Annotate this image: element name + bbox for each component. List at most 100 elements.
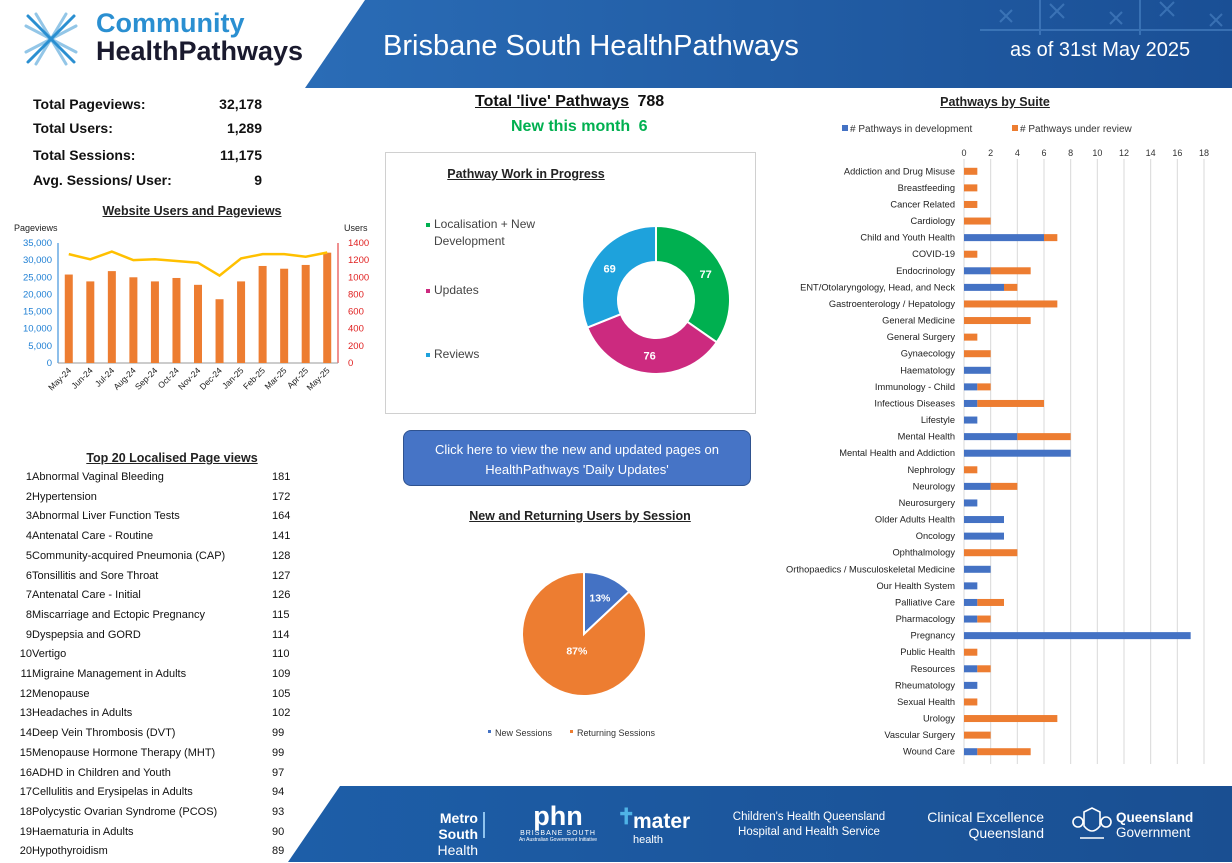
month-tick-label: Mar-25 xyxy=(262,365,288,391)
top20-page-name: Headaches in Adults xyxy=(32,707,133,720)
review-bar xyxy=(964,731,991,739)
left-tick-label: 30,000 xyxy=(23,255,52,266)
phn-brisbane-south-text: BRISBANE SOUTH xyxy=(520,830,596,837)
phn-text: phn xyxy=(533,801,583,831)
phn-brisbane-south-logo: phn BRISBANE SOUTH An Australian Governm… xyxy=(518,802,598,843)
x-tick-label: 2 xyxy=(988,148,993,158)
category-label: Resources xyxy=(911,664,956,674)
development-bar xyxy=(964,482,991,490)
month-tick-label: Sep-24 xyxy=(133,365,160,392)
left-tick-label: 15,000 xyxy=(23,307,52,318)
category-label: Ophthalmology xyxy=(892,548,955,558)
chart-title-pathways-by-suite: Pathways by Suite xyxy=(940,95,1050,109)
review-bar xyxy=(977,399,1044,407)
x-tick-label: 4 xyxy=(1015,148,1020,158)
report-date: as of 31st May 2025 xyxy=(1010,39,1191,61)
top20-page-name: Antenatal Care - Routine xyxy=(32,530,154,543)
top20-views: 110 xyxy=(272,648,290,661)
top20-rank: 8 xyxy=(25,608,32,621)
x-tick-label: 8 xyxy=(1068,148,1073,158)
top20-page-name: Haematuria in Adults xyxy=(32,825,134,838)
category-label: Endocrinology xyxy=(896,266,955,276)
top20-views: 102 xyxy=(272,707,291,720)
stat-value: 1,289 xyxy=(226,120,262,136)
legend-marker xyxy=(570,730,573,733)
development-bar xyxy=(964,433,1018,441)
stat-label: Avg. Sessions/ User: xyxy=(33,172,172,188)
review-bar xyxy=(977,748,1031,756)
top20-row: 18 Polycystic Ovarian Syndrome (PCOS) 93 xyxy=(14,806,314,822)
live-pathways-label: Total 'live' Pathways xyxy=(475,93,630,110)
logo-text-healthpathways: HealthPathways xyxy=(96,36,304,66)
development-bar xyxy=(964,499,978,507)
top20-row: 10 Vertigo 110 xyxy=(14,648,314,664)
stat-label: Total Sessions: xyxy=(33,147,136,163)
legend-label: New Sessions xyxy=(495,728,553,738)
review-bar xyxy=(964,200,978,208)
top20-row: 19 Haematuria in Adults 90 xyxy=(14,826,314,842)
pageviews-bar xyxy=(323,252,332,363)
review-bar xyxy=(964,466,978,474)
category-label: Gynaecology xyxy=(901,349,956,359)
category-label: Child and Youth Health xyxy=(860,233,955,243)
donut-slice xyxy=(655,224,731,344)
category-label: Neurosurgery xyxy=(899,498,956,508)
development-bar xyxy=(964,449,1071,457)
stat-value: 32,178 xyxy=(219,96,262,112)
top20-row: 20 Hypothyroidism 89 xyxy=(14,845,314,861)
daily-updates-button[interactable]: Click here to view the new and updated p… xyxy=(403,430,751,486)
donut-value-label: 77 xyxy=(700,269,712,281)
chart-title-sessions: New and Returning Users by Session xyxy=(469,509,691,523)
header-banner xyxy=(0,0,1232,88)
top20-row: 3 Abnormal Liver Function Tests 164 xyxy=(14,510,314,526)
top20-views: 94 xyxy=(272,786,285,799)
development-bar xyxy=(964,615,978,623)
review-bar xyxy=(964,250,978,258)
development-bar xyxy=(964,748,978,756)
users-line xyxy=(68,250,328,278)
category-label: Sexual Health xyxy=(897,697,955,707)
category-label: General Medicine xyxy=(882,316,955,326)
legend-label: Reviews xyxy=(434,347,479,361)
x-tick-label: 10 xyxy=(1092,148,1102,158)
review-bar xyxy=(964,648,978,656)
top20-page-name: Miscarriage and Ectopic Pregnancy xyxy=(32,608,206,621)
category-label: Oncology xyxy=(916,531,956,541)
pageviews-bar xyxy=(280,268,289,363)
top20-page-name: Hypertension xyxy=(32,490,97,503)
top20-row: 6 Tonsillitis and Sore Throat 127 xyxy=(14,570,314,586)
right-tick-label: 1000 xyxy=(348,272,369,283)
top20-rank: 7 xyxy=(25,589,32,602)
top20-rank: 1 xyxy=(25,471,32,483)
category-label: Older Adults Health xyxy=(875,515,955,525)
top20-row: 17 Cellulitis and Erysipelas in Adults 94 xyxy=(14,786,314,802)
chart-title-users-pageviews: Website Users and Pageviews xyxy=(102,204,282,218)
mater-cross-icon: ✝ xyxy=(617,804,636,829)
category-label: Addiction and Drug Misuse xyxy=(844,166,955,176)
left-tick-label: 5,000 xyxy=(28,341,52,352)
review-bar xyxy=(1044,234,1058,242)
legend-label: Returning Sessions xyxy=(577,728,656,738)
top20-rank: 17 xyxy=(19,786,32,799)
month-tick-label: Dec-24 xyxy=(198,365,225,392)
pie-value-label: 87% xyxy=(566,646,588,658)
top20-rank: 11 xyxy=(20,668,32,680)
review-bar xyxy=(964,549,1018,557)
donut-slice xyxy=(586,312,719,375)
top20-row: 15 Menopause Hormone Therapy (MHT) 99 xyxy=(14,747,314,763)
pageviews-bar xyxy=(301,264,310,363)
category-label: Mental Health xyxy=(898,432,955,442)
pageviews-bar xyxy=(194,284,202,363)
category-label: Haematology xyxy=(900,365,955,375)
x-tick-label: 14 xyxy=(1146,148,1156,158)
development-bar xyxy=(964,598,978,606)
review-bar xyxy=(964,184,978,192)
category-label: Public Health xyxy=(900,647,955,657)
legend-label: Updates xyxy=(434,283,479,297)
right-tick-label: 1200 xyxy=(348,255,369,266)
category-label: Gastroenterology / Hepatology xyxy=(829,299,955,309)
category-label: Urology xyxy=(923,714,955,724)
legend-marker xyxy=(1012,125,1018,131)
right-tick-label: 600 xyxy=(348,307,364,318)
top20-views: 109 xyxy=(272,668,291,680)
